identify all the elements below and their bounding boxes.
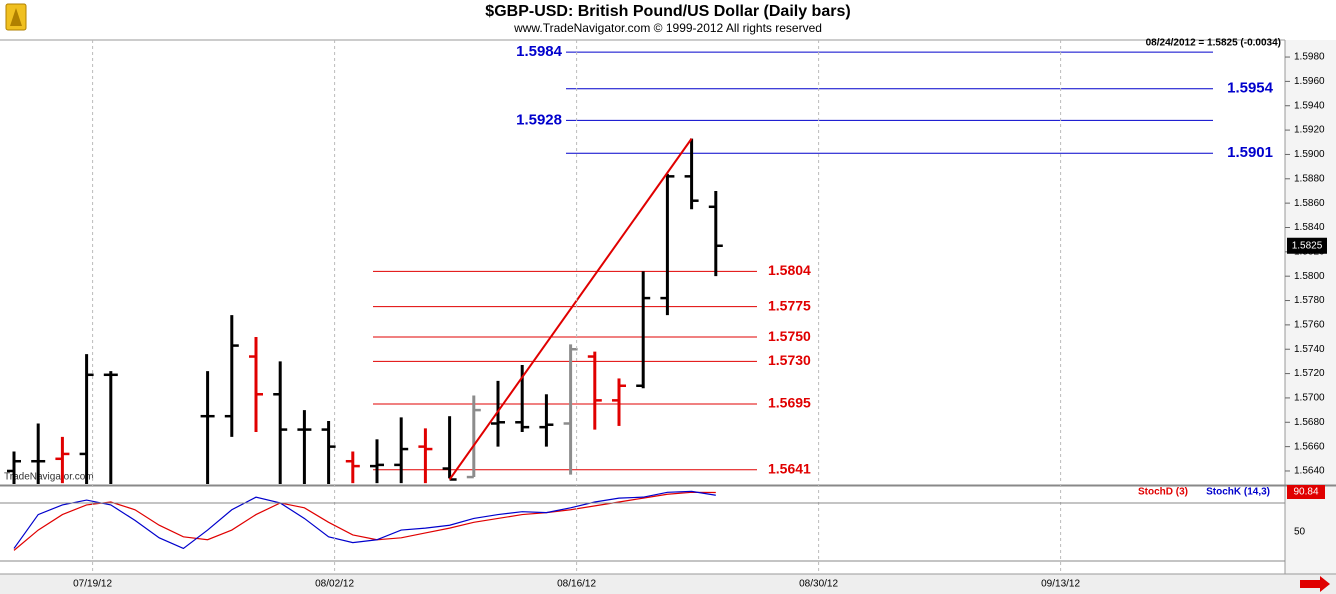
y-tick-label: 1.5760	[1294, 320, 1325, 331]
level-label: 1.5901	[1227, 144, 1273, 161]
level-label: 1.5695	[768, 395, 811, 411]
x-axis-strip	[0, 574, 1336, 594]
y-tick-label: 1.5940	[1294, 100, 1325, 111]
y-tick-label: 1.5680	[1294, 417, 1325, 428]
price-marker-label: 1.5825	[1292, 240, 1323, 251]
price-marker	[1287, 237, 1327, 254]
y-tick-label: 1.5660	[1294, 441, 1325, 452]
y-tick-label: 1.5980	[1294, 52, 1325, 63]
level-label: 1.5730	[768, 352, 811, 368]
level-label: 1.5928	[516, 111, 562, 128]
info: 08/24/2012 = 1.5825 (-0.0034)	[1146, 38, 1281, 49]
level-label: 1.5750	[768, 328, 811, 344]
x-tick-label: 08/02/12	[315, 579, 354, 590]
y-tick-label: 1.5640	[1294, 466, 1325, 477]
x-tick-label: 07/19/12	[73, 579, 112, 590]
y-tick-label: 1.5720	[1294, 368, 1325, 379]
y-tick-label: 1.5700	[1294, 393, 1325, 404]
value-marker	[1287, 485, 1325, 499]
level-label: 1.5641	[768, 460, 811, 476]
y-tick-label: 1.5780	[1294, 295, 1325, 306]
value-marker-label: 90.84	[1293, 487, 1318, 498]
x-tick-label: 08/30/12	[799, 579, 838, 590]
x-tick-label: 08/16/12	[557, 579, 596, 590]
price-panel	[7, 51, 1213, 484]
level-label: 1.5804	[768, 262, 811, 278]
y-tick-label: 50	[1294, 527, 1306, 538]
stoch-panel	[13, 490, 716, 551]
legend-entry: StochD (3)	[1138, 487, 1188, 498]
trendline	[448, 138, 693, 481]
subtitle: www.TradeNavigator.com © 1999-2012 All r…	[513, 21, 822, 35]
watermark: TradeNavigator.com	[4, 472, 94, 483]
level-label: 1.5954	[1227, 80, 1274, 97]
chart-title: $GBP-USD: British Pound/US Dollar (Daily…	[485, 3, 850, 20]
y-tick-label: 1.5900	[1294, 149, 1325, 160]
y-tick-label: 1.5860	[1294, 198, 1325, 209]
level-label: 1.5984	[516, 43, 563, 60]
stoch-line	[13, 490, 716, 550]
stoch-line	[13, 491, 716, 551]
y-tick-label: 1.5920	[1294, 125, 1325, 136]
logo	[5, 3, 27, 31]
legend-entry: StochK (14,3)	[1206, 487, 1270, 498]
y-tick-label: 1.5960	[1294, 76, 1325, 87]
y-tick-label: 1.5880	[1294, 173, 1325, 184]
scroll-arrow[interactable]	[1300, 576, 1330, 592]
level-label: 1.5775	[768, 297, 811, 313]
x-tick-label: 09/13/12	[1041, 579, 1080, 590]
y-tick-label: 1.5740	[1294, 344, 1325, 355]
y-tick-label: 1.5800	[1294, 271, 1325, 282]
y-tick-label: 1.5840	[1294, 222, 1325, 233]
